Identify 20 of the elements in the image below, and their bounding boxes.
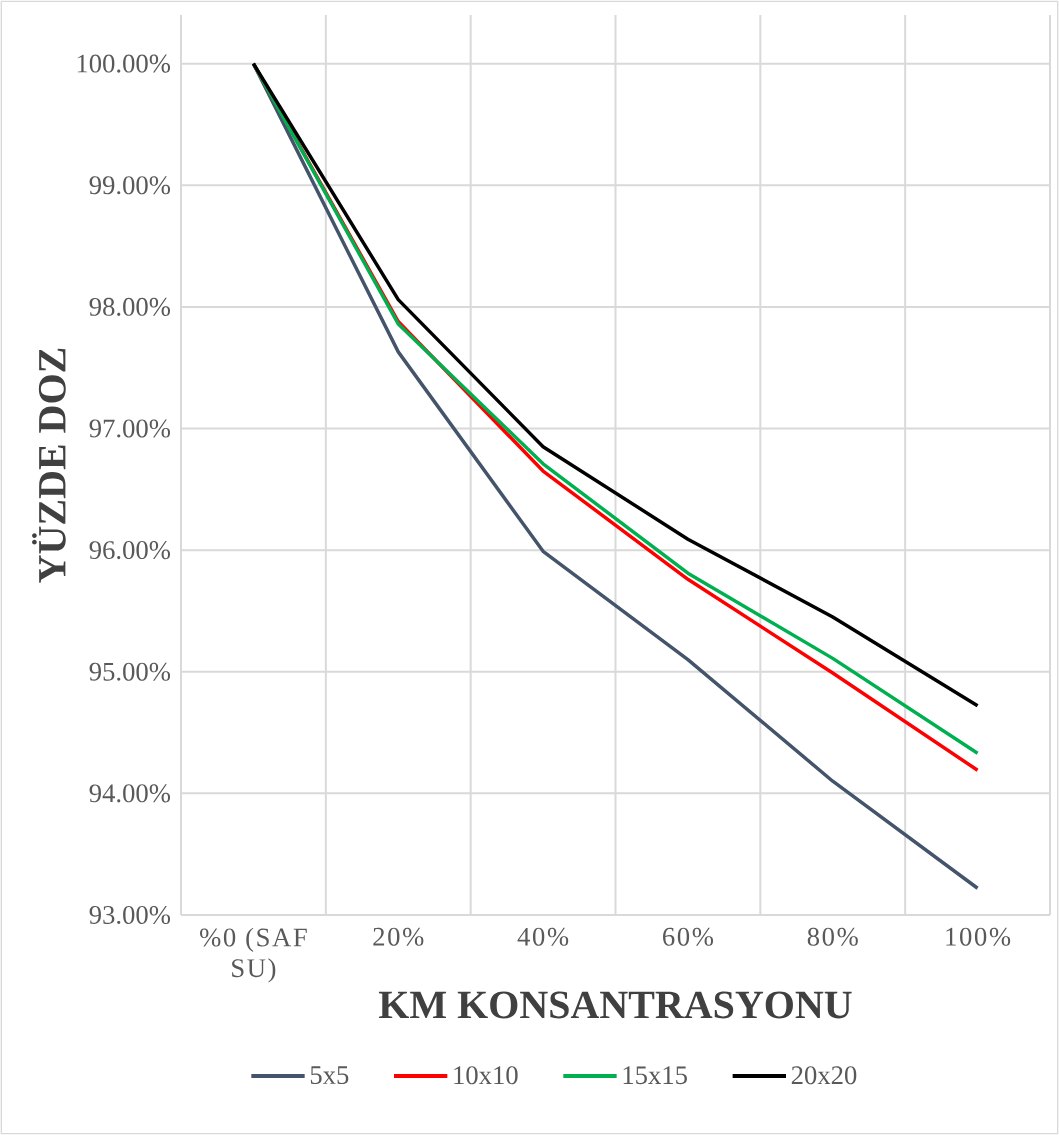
y-tick-label: 97.00% — [89, 419, 171, 438]
y-tick-label: 100.00% — [77, 54, 171, 73]
x-tick-label: 60% — [663, 927, 714, 946]
legend-label: 5x5 — [310, 1066, 349, 1085]
y-tick-label: 93.00% — [89, 905, 171, 925]
legend-label: 15x15 — [623, 1066, 687, 1085]
x-tick-label: %0 (SAF SU) — [200, 927, 307, 983]
x-tick-label: 100% — [946, 927, 1011, 946]
y-tick-label: 98.00% — [89, 297, 171, 316]
legend-label: 10x10 — [454, 1066, 518, 1085]
y-axis-title: YÜZDE DOZ — [32, 348, 66, 583]
legend-label: 20x20 — [791, 1066, 857, 1085]
y-tick-label: 96.00% — [89, 541, 171, 560]
x-tick-label: 80% — [807, 927, 858, 946]
y-tick-label: 95.00% — [89, 662, 171, 681]
y-tick-label: 99.00% — [89, 176, 171, 195]
x-axis-title: KM KONSANTRASYONU — [378, 991, 852, 1019]
x-tick-label: 40% — [517, 927, 569, 946]
x-tick-label: 20% — [373, 927, 424, 946]
y-tick-label: 94.00% — [89, 784, 171, 803]
